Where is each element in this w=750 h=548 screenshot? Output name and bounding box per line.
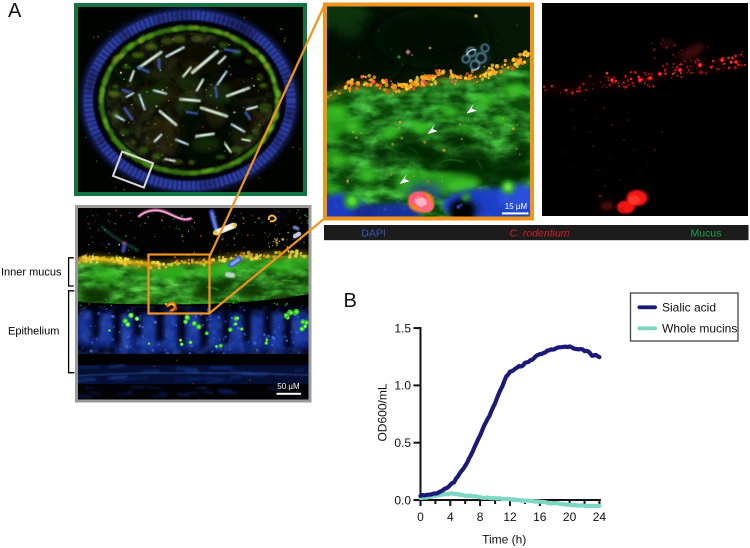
svg-text:Whole mucins: Whole mucins	[662, 322, 737, 336]
svg-text:0: 0	[417, 510, 424, 524]
svg-text:OD600/mL: OD600/mL	[376, 383, 390, 441]
svg-text:15 µM: 15 µM	[505, 202, 528, 211]
svg-text:0.0: 0.0	[394, 493, 411, 507]
svg-text:Mucus: Mucus	[691, 227, 722, 239]
svg-text:8: 8	[477, 510, 484, 524]
svg-text:A: A	[8, 0, 22, 22]
svg-text:Time (h): Time (h)	[482, 533, 526, 547]
svg-text:24: 24	[593, 510, 607, 524]
svg-text:B: B	[344, 290, 357, 312]
svg-text:12: 12	[503, 510, 517, 524]
svg-text:4: 4	[447, 510, 454, 524]
svg-text:C. rodentium: C. rodentium	[509, 227, 569, 239]
svg-text:1.0: 1.0	[394, 379, 411, 393]
svg-text:1.5: 1.5	[394, 321, 411, 335]
svg-text:20: 20	[563, 510, 577, 524]
svg-text:16: 16	[533, 510, 547, 524]
svg-text:Inner mucus: Inner mucus	[1, 267, 62, 279]
svg-text:Epithelium: Epithelium	[8, 326, 59, 338]
svg-text:DAPI: DAPI	[361, 227, 386, 239]
svg-text:50 µM: 50 µM	[277, 382, 300, 391]
svg-text:Sialic acid: Sialic acid	[662, 301, 716, 315]
svg-text:0.5: 0.5	[394, 436, 411, 450]
